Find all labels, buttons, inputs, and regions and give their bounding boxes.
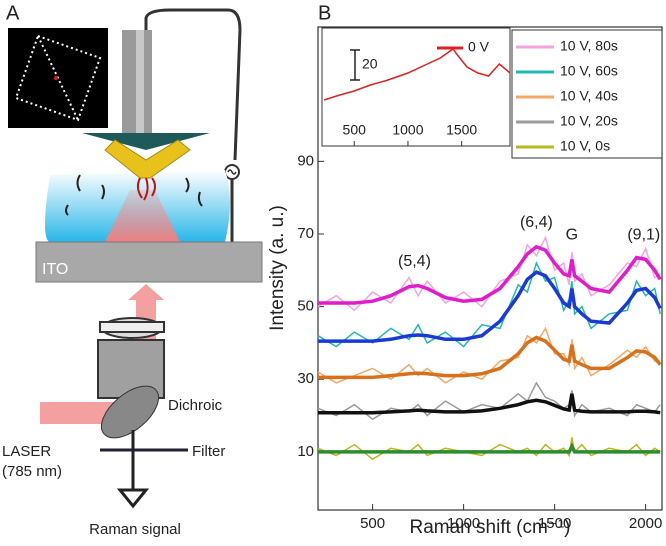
wire — [144, 8, 242, 161]
laser-label: LASER — [2, 443, 51, 460]
y-tick-label: 50 — [297, 298, 314, 315]
source-symbol — [227, 169, 237, 175]
legend-box — [511, 29, 663, 159]
x-tick-label: 1500 — [538, 515, 571, 532]
ito-label: ITO — [42, 261, 68, 278]
plot-frame — [317, 26, 663, 511]
legend-label: 10 V, 80s — [560, 38, 618, 54]
x-tick-label: 1000 — [447, 515, 480, 532]
peak-label: G — [566, 227, 578, 244]
dichroic-label: Dichroic — [168, 397, 223, 414]
inset-x-tick-label: 1500 — [446, 122, 477, 138]
fit-curve — [318, 270, 662, 343]
raw-spectrum — [317, 261, 661, 348]
inset-spectrum — [323, 47, 511, 101]
panel-label: A — [6, 2, 20, 24]
inset-frame — [321, 27, 511, 147]
filter-label: Filter — [192, 443, 225, 460]
y-axis-label: Intensity (a. u.) — [267, 205, 288, 331]
legend-label: 10 V, 0s — [560, 138, 610, 154]
peak-label: (9,1) — [627, 227, 660, 244]
ito-substrate — [35, 241, 263, 283]
legend-label: 10 V, 20s — [560, 113, 618, 129]
signal-label: Raman signal — [89, 521, 181, 538]
molecules — [65, 174, 203, 216]
tip-highlight — [136, 30, 144, 135]
raw-spectrum — [317, 235, 661, 312]
scan-square — [14, 34, 102, 122]
fit-curve — [318, 335, 662, 380]
legend-label: 10 V, 60s — [560, 63, 618, 79]
beam-arrow — [128, 284, 164, 300]
laser-focus — [105, 190, 180, 242]
peak-label: (5,4) — [398, 253, 431, 270]
fit-curve — [318, 244, 662, 305]
objective-top — [99, 321, 165, 333]
signal-arrow — [116, 488, 150, 509]
y-tick-label: 30 — [297, 370, 314, 387]
legend-label: 10 V, 40s — [560, 88, 618, 104]
fit-curve — [318, 393, 661, 415]
raw-spectrum — [317, 326, 661, 384]
y-tick-label: 90 — [297, 152, 314, 169]
x-axis-label: Raman shift (cm⁻¹) — [410, 517, 571, 538]
scan-point — [54, 76, 58, 80]
dichroic-mirror — [101, 385, 159, 439]
y-tick-label: 10 — [297, 443, 314, 460]
x-tick-label: 500 — [360, 515, 385, 532]
nanotubes — [136, 177, 156, 201]
panel-a: A ITO LASER (785 nm) Dichroic Filter — [2, 2, 263, 538]
gold-tip — [104, 139, 191, 179]
inset-x-tick-label: 500 — [343, 122, 367, 138]
x-tick-label: 2000 — [629, 515, 662, 532]
fit-curve — [318, 442, 661, 454]
scale-bar-label: 20 — [362, 56, 378, 72]
inset-x-tick-label: 1000 — [392, 122, 423, 138]
laser-wavelength: (785 nm) — [2, 463, 62, 480]
peak-label: (6,4) — [520, 214, 553, 231]
inset-legend-label: 0 V — [468, 39, 490, 55]
y-tick-label: 70 — [297, 225, 314, 242]
tip-cantilever — [82, 133, 210, 150]
panel-b: B Raman shift (cm⁻¹) Intensity (a. u.) — [267, 2, 663, 538]
panel-label: B — [318, 2, 331, 24]
raw-spectrum — [317, 437, 661, 461]
